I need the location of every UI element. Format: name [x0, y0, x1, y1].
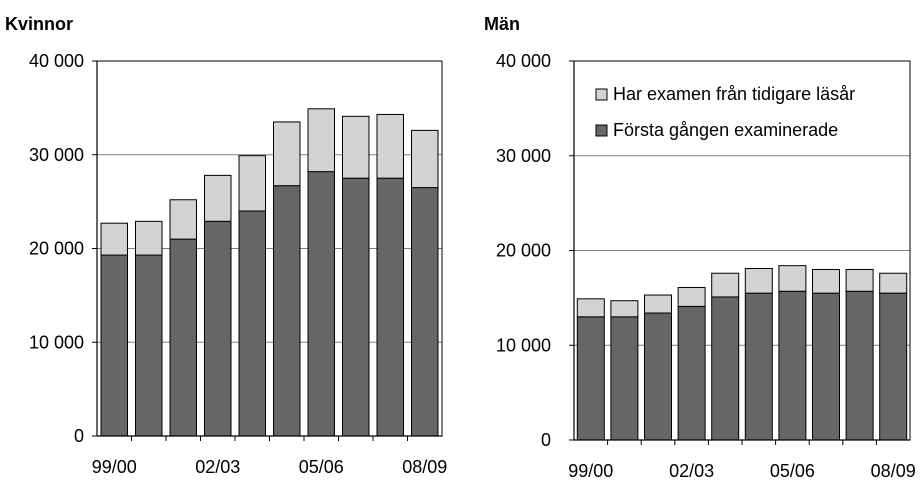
bar-previous-degree — [644, 294, 672, 314]
x-tick-label: 08/09 — [871, 461, 916, 481]
bar-first-time — [307, 171, 335, 437]
bar-previous-degree — [411, 129, 439, 189]
x-tick-label: 05/06 — [299, 457, 344, 477]
y-tick-label: 40 000 — [496, 51, 551, 71]
y-tick-label: 20 000 — [29, 239, 84, 259]
y-tick-label: 10 000 — [29, 332, 84, 352]
bar-previous-degree — [711, 272, 740, 298]
bar-first-time — [610, 316, 639, 441]
bar-previous-degree — [744, 268, 773, 294]
bar-first-time — [342, 177, 370, 437]
y-tick-label: 10 000 — [496, 335, 551, 355]
bar-first-time — [644, 312, 672, 441]
chart-title-man: Män — [484, 14, 520, 34]
bar-previous-degree — [342, 115, 370, 179]
bar-previous-degree — [677, 286, 706, 307]
x-tick-label: 05/06 — [770, 461, 815, 481]
bar-first-time — [778, 290, 807, 441]
bar-previous-degree — [169, 199, 197, 240]
bar-previous-degree — [778, 265, 807, 292]
bar-first-time — [169, 238, 197, 437]
bar-previous-degree — [376, 113, 404, 179]
x-tick-label: 99/00 — [568, 461, 613, 481]
bar-previous-degree — [845, 268, 874, 292]
bar-previous-degree — [135, 220, 163, 256]
chart-title-kvinnor: Kvinnor — [5, 14, 74, 34]
bar-previous-degree — [576, 298, 605, 318]
y-tick-label: 30 000 — [29, 145, 84, 165]
bar-previous-degree — [238, 155, 266, 212]
bar-first-time — [879, 292, 908, 441]
bar-first-time — [411, 187, 439, 437]
bar-first-time — [845, 290, 874, 441]
bar-previous-degree — [204, 174, 232, 222]
bar-previous-degree — [100, 222, 128, 256]
y-tick-label: 40 000 — [29, 51, 84, 71]
bar-previous-degree — [307, 108, 335, 173]
bar-first-time — [376, 177, 404, 437]
legend-label: Har examen från tidigare läsår — [613, 84, 855, 104]
y-tick-label: 20 000 — [496, 241, 551, 261]
bar-first-time — [677, 305, 706, 441]
legend-swatch — [595, 124, 608, 137]
legend-swatch — [595, 88, 608, 101]
legend-label: Första gången examinerade — [613, 120, 838, 140]
y-tick-label: 30 000 — [496, 146, 551, 166]
bar-first-time — [273, 185, 301, 437]
bar-first-time — [744, 292, 773, 441]
x-tick-label: 02/03 — [669, 461, 714, 481]
y-tick-label: 0 — [74, 426, 84, 446]
bar-previous-degree — [610, 300, 639, 318]
bar-first-time — [711, 296, 740, 441]
bar-first-time — [135, 254, 163, 437]
y-tick-label: 0 — [541, 430, 551, 450]
x-tick-label: 99/00 — [92, 457, 137, 477]
x-tick-label: 08/09 — [402, 457, 447, 477]
bar-previous-degree — [812, 268, 840, 294]
bar-previous-degree — [273, 121, 301, 187]
bar-first-time — [576, 316, 605, 441]
bar-previous-degree — [879, 272, 908, 294]
x-tick-label: 02/03 — [195, 457, 240, 477]
bar-first-time — [812, 292, 840, 441]
